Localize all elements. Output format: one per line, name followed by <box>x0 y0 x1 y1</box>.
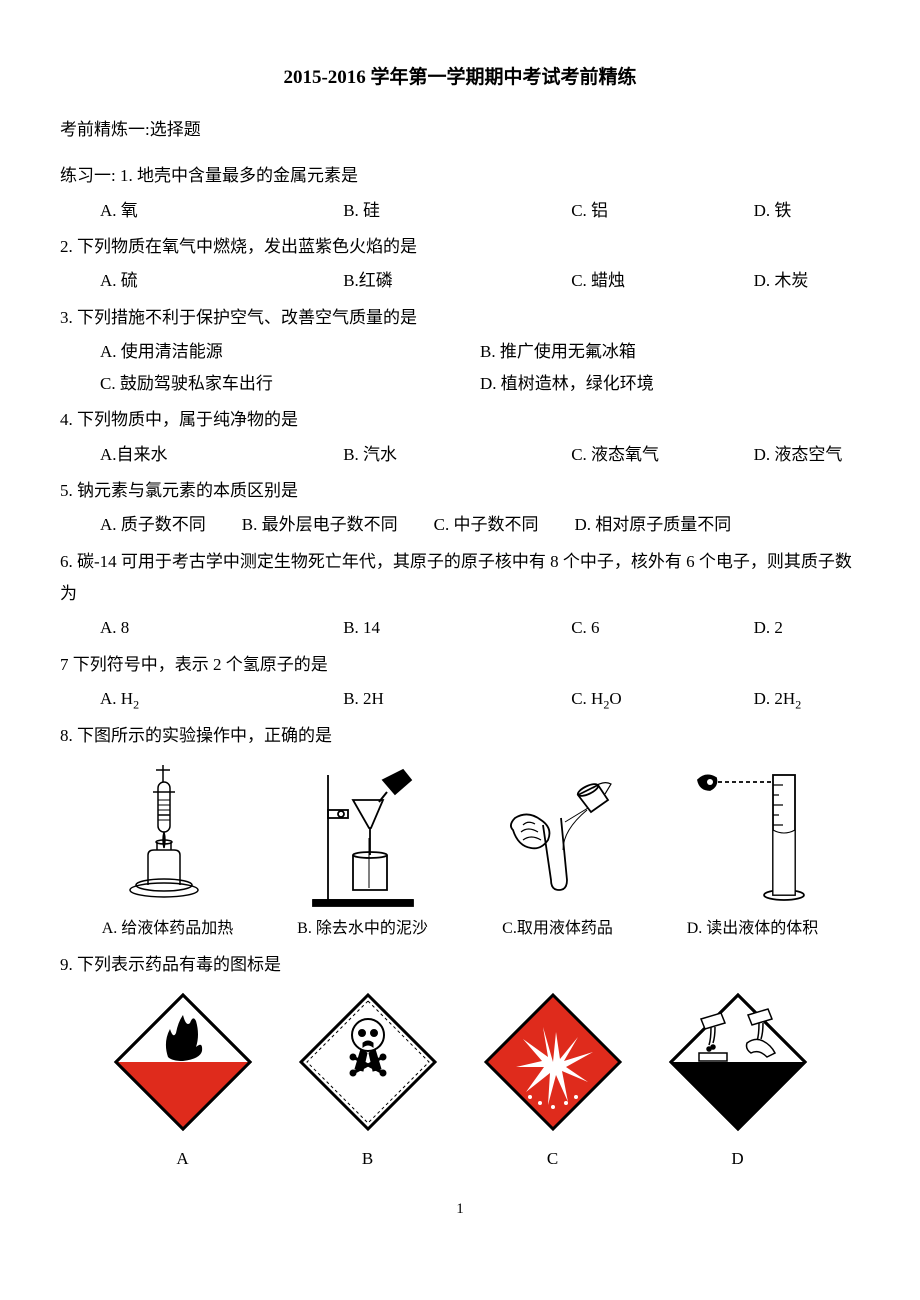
q8-img-b: B. 除去水中的泥沙 <box>265 760 460 944</box>
q9-label-a: A <box>90 1143 275 1175</box>
q7-option-d: D. 2H2 <box>754 683 860 716</box>
page-title: 2015-2016 学年第一学期期中考试考前精练 <box>60 60 860 96</box>
q9-labels: A B C D <box>60 1143 860 1175</box>
q4-option-c: C. 液态氧气 <box>571 439 753 471</box>
q5-option-c: C. 中子数不同 <box>434 509 539 541</box>
section-header: 考前精炼一:选择题 <box>60 114 860 146</box>
flammable-hazard-icon <box>108 987 258 1137</box>
question-2: 2. 下列物质在氧气中燃烧，发出蓝紫色火焰的是 A. 硫 B.红磷 C. 蜡烛 … <box>60 231 860 298</box>
q7-option-c: C. H2O <box>571 683 753 716</box>
question-8: 8. 下图所示的实验操作中，正确的是 <box>60 720 860 945</box>
q8-caption-d: D. 读出液体的体积 <box>687 914 819 944</box>
q6-option-d: D. 2 <box>754 612 860 644</box>
filtration-icon <box>283 760 443 910</box>
q3-option-c: C. 鼓励驾驶私家车出行 <box>100 368 480 400</box>
q2-options: A. 硫 B.红磷 C. 蜡烛 D. 木炭 <box>60 265 860 297</box>
q5-option-a: A. 质子数不同 <box>100 509 206 541</box>
q3-options-1: A. 使用清洁能源 B. 推广使用无氟冰箱 <box>60 336 860 368</box>
q1-option-d: D. 铁 <box>754 195 860 227</box>
toxic-hazard-icon <box>293 987 443 1137</box>
q6-text: 6. 碳-14 可用于考古学中测定生物死亡年代，其原子的原子核中有 8 个中子，… <box>60 546 860 611</box>
q1-text: 练习一: 1. 地壳中含量最多的金属元素是 <box>60 160 860 192</box>
q1-option-b: B. 硅 <box>343 195 571 227</box>
q8-img-a: A. 给液体药品加热 <box>70 760 265 944</box>
q8-caption-c: C.取用液体药品 <box>502 914 613 944</box>
q4-options: A.自来水 B. 汽水 C. 液态氧气 D. 液态空气 <box>60 439 860 471</box>
q9-label-b: B <box>275 1143 460 1175</box>
q3-option-d: D. 植树造林，绿化环境 <box>480 368 860 400</box>
q4-text: 4. 下列物质中，属于纯净物的是 <box>60 404 860 436</box>
reading-cylinder-icon <box>688 760 818 910</box>
q7-text: 7 下列符号中，表示 2 个氢原子的是 <box>60 649 860 681</box>
q2-text: 2. 下列物质在氧气中燃烧，发出蓝紫色火焰的是 <box>60 231 860 263</box>
q9-images <box>60 987 860 1137</box>
corrosive-hazard-icon <box>663 987 813 1137</box>
q5-options: A. 质子数不同 B. 最外层电子数不同 C. 中子数不同 D. 相对原子质量不… <box>60 509 860 541</box>
q8-text: 8. 下图所示的实验操作中，正确的是 <box>60 720 860 752</box>
q1-option-a: A. 氧 <box>100 195 343 227</box>
question-3: 3. 下列措施不利于保护空气、改善空气质量的是 A. 使用清洁能源 B. 推广使… <box>60 302 860 401</box>
q3-option-a: A. 使用清洁能源 <box>100 336 480 368</box>
explosive-hazard-icon <box>478 987 628 1137</box>
q9-label-d: D <box>645 1143 830 1175</box>
q8-caption-b: B. 除去水中的泥沙 <box>297 914 428 944</box>
q1-option-c: C. 铝 <box>571 195 753 227</box>
q6-option-c: C. 6 <box>571 612 753 644</box>
q4-option-b: B. 汽水 <box>343 439 571 471</box>
pouring-liquid-icon <box>493 770 623 910</box>
q1-options: A. 氧 B. 硅 C. 铝 D. 铁 <box>60 195 860 227</box>
page-number: 1 <box>60 1195 860 1224</box>
q8-img-c: C.取用液体药品 <box>460 770 655 944</box>
q3-text: 3. 下列措施不利于保护空气、改善空气质量的是 <box>60 302 860 334</box>
question-9: 9. 下列表示药品有毒的图标是 <box>60 949 860 1176</box>
q6-options: A. 8 B. 14 C. 6 D. 2 <box>60 612 860 644</box>
q6-option-a: A. 8 <box>100 612 343 644</box>
q9-text: 9. 下列表示药品有毒的图标是 <box>60 949 860 981</box>
question-5: 5. 钠元素与氯元素的本质区别是 A. 质子数不同 B. 最外层电子数不同 C.… <box>60 475 860 542</box>
q2-option-d: D. 木炭 <box>754 265 860 297</box>
q7-option-b: B. 2H <box>343 683 571 716</box>
q7-options: A. H2 B. 2H C. H2O D. 2H2 <box>60 683 860 716</box>
q5-text: 5. 钠元素与氯元素的本质区别是 <box>60 475 860 507</box>
q5-option-b: B. 最外层电子数不同 <box>242 509 398 541</box>
q3-option-b: B. 推广使用无氟冰箱 <box>480 336 860 368</box>
question-1: 练习一: 1. 地壳中含量最多的金属元素是 A. 氧 B. 硅 C. 铝 D. … <box>60 160 860 227</box>
q4-option-d: D. 液态空气 <box>754 439 860 471</box>
q2-option-b: B.红磷 <box>343 265 571 297</box>
q8-caption-a: A. 给液体药品加热 <box>102 914 234 944</box>
q4-option-a: A.自来水 <box>100 439 343 471</box>
q5-option-d: D. 相对原子质量不同 <box>574 509 731 541</box>
q3-options-2: C. 鼓励驾驶私家车出行 D. 植树造林，绿化环境 <box>60 368 860 400</box>
q8-images: A. 给液体药品加热 B. 除去水中的 <box>60 760 860 944</box>
question-4: 4. 下列物质中，属于纯净物的是 A.自来水 B. 汽水 C. 液态氧气 D. … <box>60 404 860 471</box>
heating-liquid-icon <box>108 760 228 910</box>
q2-option-a: A. 硫 <box>100 265 343 297</box>
question-7: 7 下列符号中，表示 2 个氢原子的是 A. H2 B. 2H C. H2O D… <box>60 649 860 716</box>
q9-label-c: C <box>460 1143 645 1175</box>
q7-option-a: A. H2 <box>100 683 343 716</box>
q2-option-c: C. 蜡烛 <box>571 265 753 297</box>
q8-img-d: D. 读出液体的体积 <box>655 760 850 944</box>
question-6: 6. 碳-14 可用于考古学中测定生物死亡年代，其原子的原子核中有 8 个中子，… <box>60 546 860 645</box>
q6-option-b: B. 14 <box>343 612 571 644</box>
